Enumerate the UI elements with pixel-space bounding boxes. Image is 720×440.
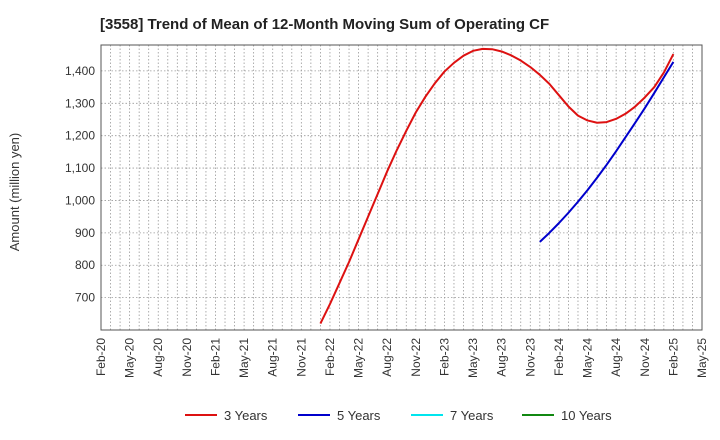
plot-frame (100, 44, 703, 331)
x-tick-label: May-24 (581, 338, 595, 378)
y-tick-label: 1,400 (65, 64, 95, 78)
chart-title: [3558] Trend of Mean of 12-Month Moving … (100, 16, 549, 33)
x-axis: Feb-20 May-20 Aug-20 Nov-20 Feb-21 May-21 Aug-… (94, 338, 709, 378)
x-tick-label: Nov-23 (523, 338, 537, 377)
x-tick-label: Feb-25 (666, 338, 680, 376)
y-tick-label: 1,200 (65, 129, 95, 143)
x-tick-label: Nov-21 (294, 338, 308, 377)
x-tick-label: Feb-20 (94, 338, 108, 376)
x-tick-label: Nov-22 (409, 338, 423, 377)
x-tick-label: Aug-22 (380, 338, 394, 377)
y-tick-label: 900 (75, 226, 95, 240)
y-tick-label: 700 (75, 291, 95, 305)
grid (100, 45, 703, 330)
legend-label-10-years: 10 Years (561, 408, 612, 423)
x-tick-label: Aug-23 (495, 338, 509, 377)
y-tick-label: 800 (75, 258, 95, 272)
x-tick-label: Feb-22 (323, 338, 337, 376)
series-line-5-years (539, 61, 675, 243)
y-axis: 700 800 900 1,000 1,100 1,200 1,300 1,400 (65, 64, 95, 305)
x-tick-label: Feb-21 (208, 338, 222, 376)
x-tick-label: May-25 (695, 338, 709, 378)
legend-label-3-years: 3 Years (224, 408, 268, 423)
x-tick-label: Nov-20 (180, 338, 194, 377)
x-tick-label: May-21 (237, 338, 251, 378)
x-tick-label: Nov-24 (638, 338, 652, 377)
legend-label-5-years: 5 Years (337, 408, 381, 423)
x-tick-label: May-23 (466, 338, 480, 378)
x-tick-label: Feb-23 (437, 338, 451, 376)
legend: 3 Years 5 Years 7 Years 10 Years (185, 408, 612, 423)
x-tick-label: Aug-20 (151, 338, 165, 377)
series-line-3-years (319, 47, 675, 324)
y-tick-label: 1,100 (65, 161, 95, 175)
x-tick-label: Aug-21 (266, 338, 280, 377)
y-axis-label: Amount (million yen) (7, 133, 22, 252)
legend-label-7-years: 7 Years (450, 408, 494, 423)
x-tick-label: Feb-24 (552, 338, 566, 376)
series-lines (319, 47, 675, 324)
y-tick-label: 1,000 (65, 193, 95, 207)
y-tick-label: 1,300 (65, 96, 95, 110)
x-tick-label: May-22 (352, 338, 366, 378)
plot-area (100, 44, 703, 331)
x-tick-label: May-20 (123, 338, 137, 378)
x-tick-label: Aug-24 (609, 338, 623, 377)
